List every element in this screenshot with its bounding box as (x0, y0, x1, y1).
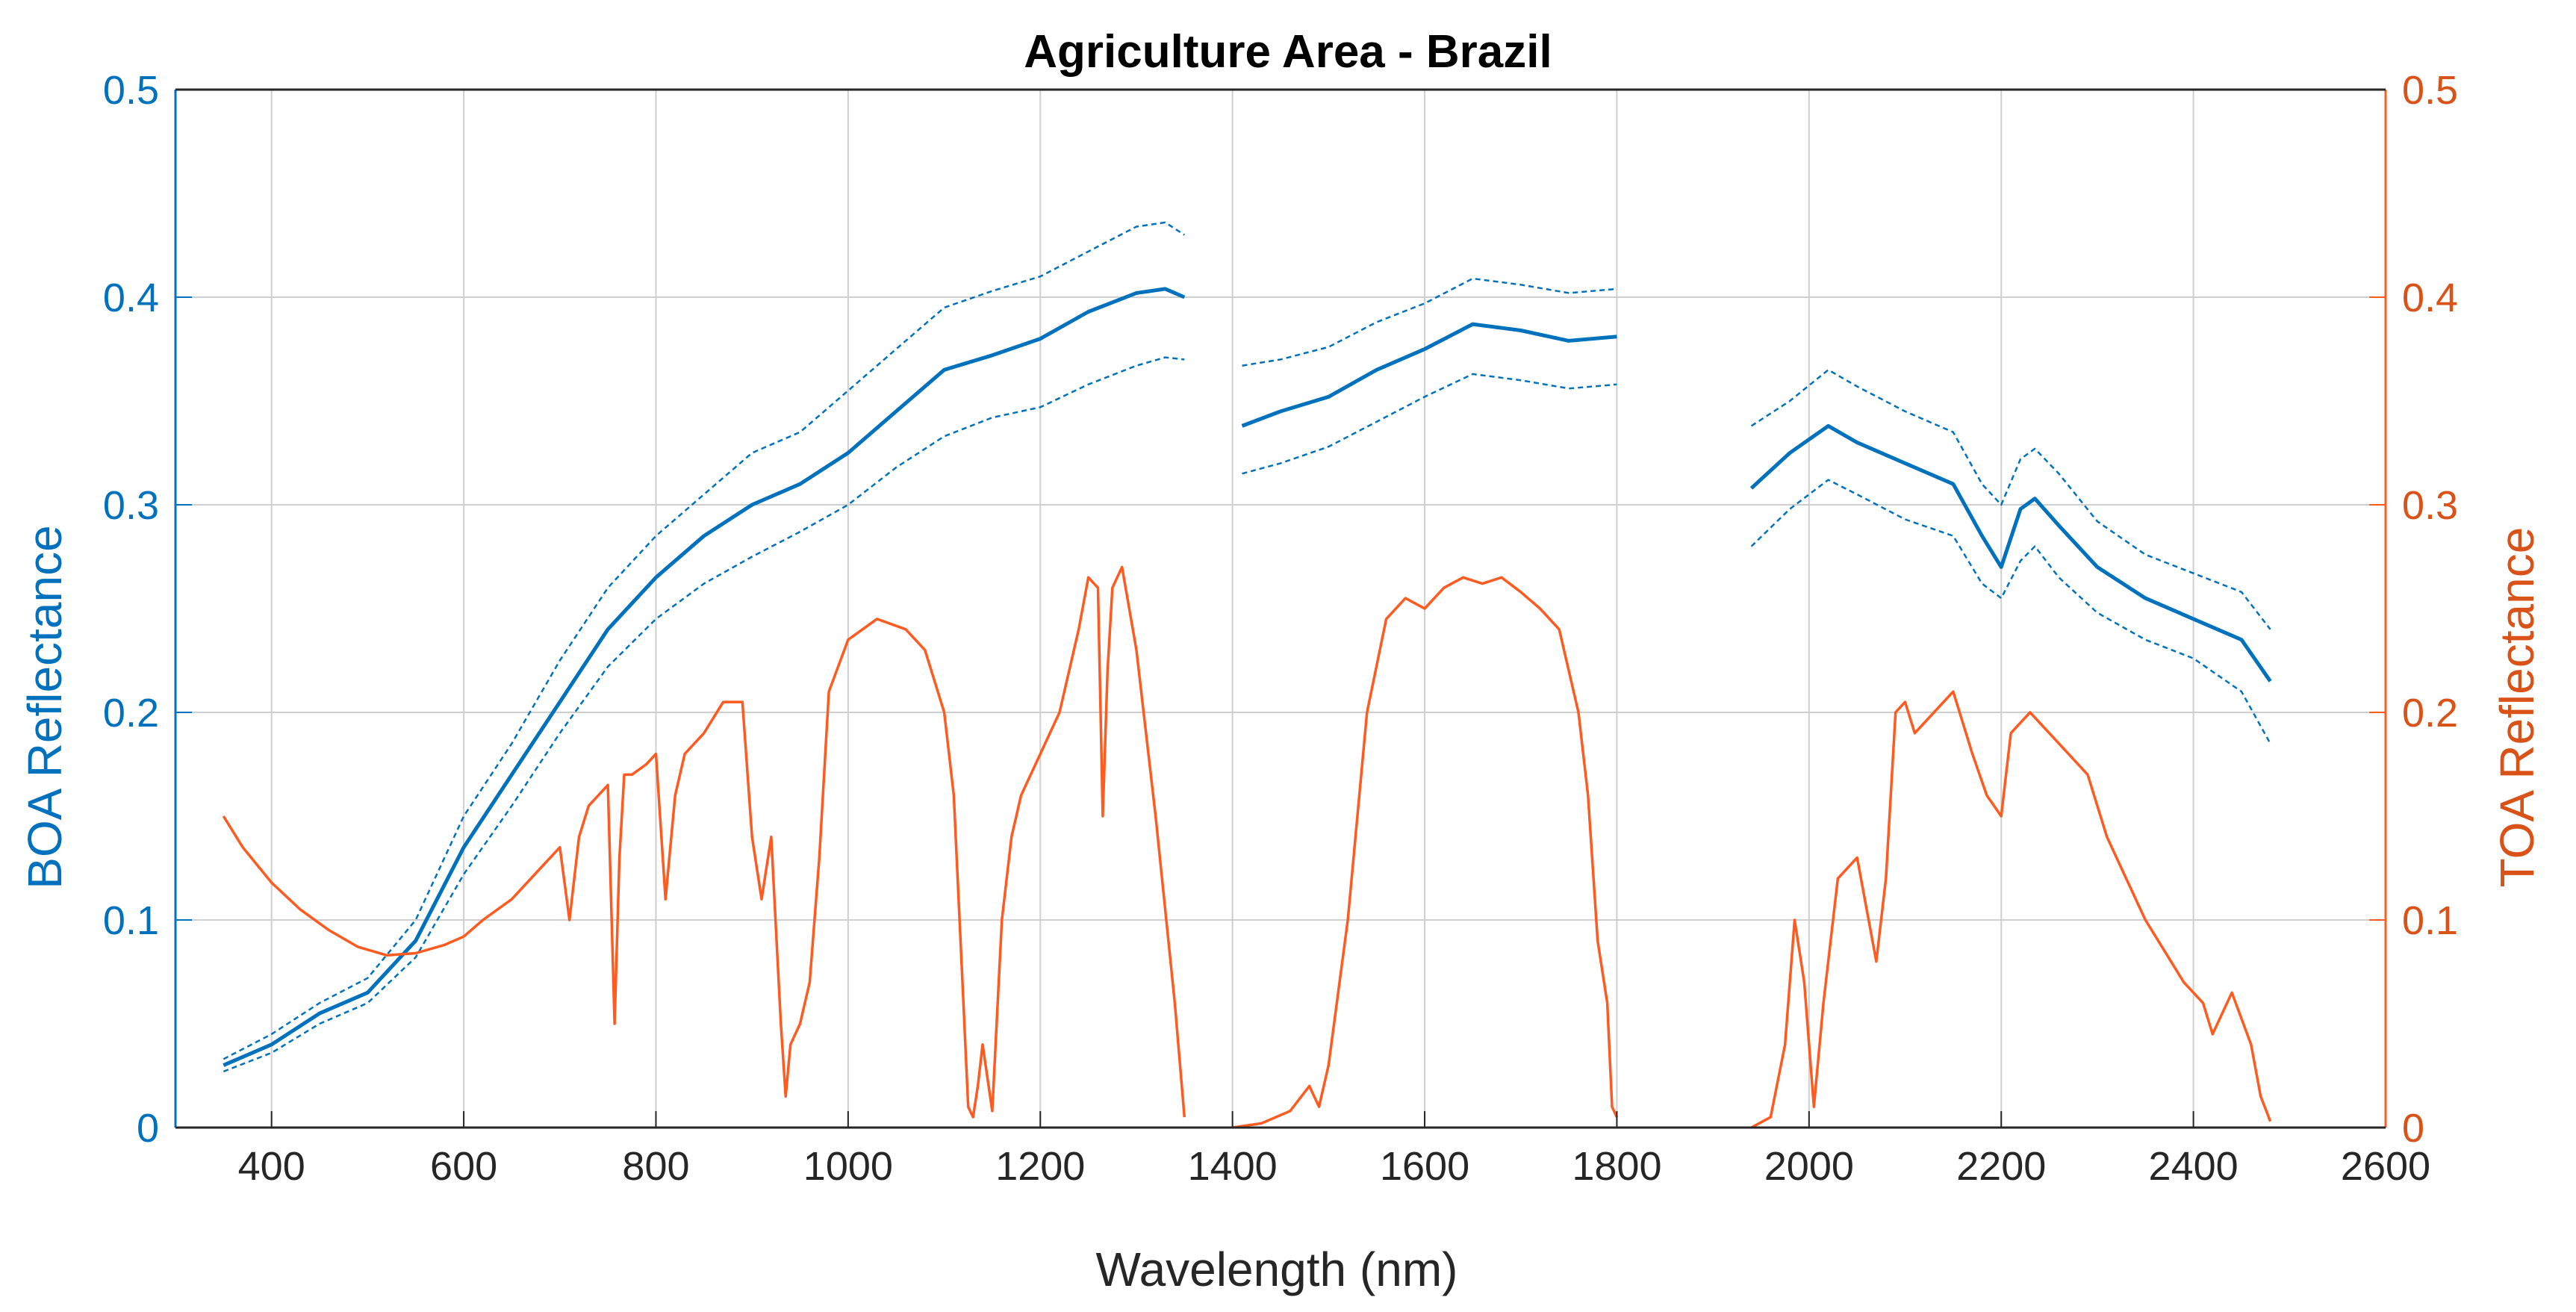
data-series (222, 221, 2272, 1129)
y-right-tick-label: 0.5 (2402, 68, 2458, 113)
x-tick-label: 1600 (1380, 1144, 1469, 1189)
x-tick-label: 600 (430, 1144, 497, 1189)
y-axis-right-label: TOA Reflectance (2490, 527, 2544, 888)
series-boa-reflectance-lower-bound-segment-2 (1242, 373, 1617, 475)
series-toa-reflectance-segment-1 (222, 565, 1186, 1119)
series-toa-reflectance-segment-2 (1232, 576, 1618, 1129)
series-boa-reflectance-upper-bound-segment-3 (1750, 369, 2271, 630)
x-tick-label: 1400 (1188, 1144, 1278, 1189)
x-tick-label: 1800 (1572, 1144, 1661, 1189)
y-right-tick-label: 0 (2402, 1106, 2424, 1151)
x-tick-label: 2600 (2341, 1144, 2430, 1189)
y-axis-left-label: BOA Reflectance (18, 525, 72, 889)
y-right-tick-label: 0.4 (2402, 276, 2458, 320)
x-tick-label: 1200 (995, 1144, 1085, 1189)
x-axis-label: Wavelength (nm) (1096, 1243, 1458, 1296)
y-right-tick-label: 0.3 (2402, 483, 2458, 528)
series-boa-reflectance-mean-segment-2 (1241, 322, 1617, 428)
series-boa-reflectance-mean-segment-1 (223, 287, 1186, 1067)
axes (174, 88, 2387, 1129)
series-boa-reflectance-upper-bound-segment-1 (223, 221, 1185, 1060)
x-tick-label: 2000 (1764, 1144, 1854, 1189)
y-right-tick-label: 0.2 (2402, 691, 2458, 736)
tick-labels: 400 600 800 1000 1200 1400 1600 1800 2000 2200 240… (103, 68, 2458, 1189)
x-tick-label: 2400 (2149, 1144, 2239, 1189)
series-boa-reflectance-lower-bound-segment-3 (1750, 479, 2271, 744)
x-tick-label: 1000 (803, 1144, 893, 1189)
x-tick-label: 400 (238, 1144, 305, 1189)
y-left-tick-label: 0.2 (103, 691, 159, 736)
series-boa-reflectance-mean-segment-3 (1749, 423, 2272, 683)
x-tick-label: 2200 (1956, 1144, 2046, 1189)
grid-lines (175, 89, 2386, 1128)
chart-title: Agriculture Area - Brazil (1024, 26, 1552, 78)
y-left-tick-label: 0.1 (103, 898, 159, 943)
y-left-tick-label: 0.4 (103, 276, 159, 320)
y-left-tick-label: 0 (137, 1106, 159, 1151)
series-boa-reflectance-upper-bound-segment-2 (1242, 277, 1617, 367)
x-tick-label: 800 (622, 1144, 689, 1189)
y-left-tick-label: 0.5 (103, 68, 159, 113)
series-boa-reflectance-lower-bound-segment-1 (223, 356, 1185, 1073)
y-left-tick-label: 0.3 (103, 483, 159, 528)
series-toa-reflectance-segment-3 (1750, 690, 2272, 1129)
y-right-tick-label: 0.1 (2402, 898, 2458, 943)
